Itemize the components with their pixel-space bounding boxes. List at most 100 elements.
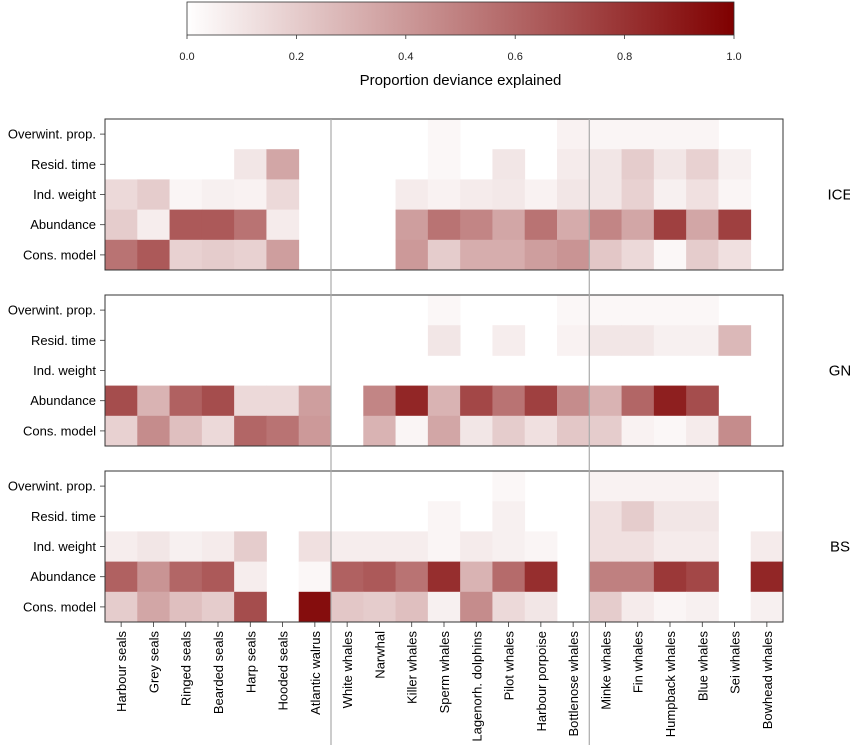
y-tick-label: Ind. weight xyxy=(33,539,96,554)
heatmap-cell xyxy=(686,149,719,180)
heatmap-cell xyxy=(621,295,655,326)
species-label: Atlantic walrus xyxy=(308,631,323,715)
heatmap-cell xyxy=(653,501,687,532)
heatmap-cell xyxy=(331,561,364,593)
heatmap-cell xyxy=(460,385,493,417)
heatmap-cell xyxy=(137,239,170,271)
colorbar-tick-label: 0.6 xyxy=(508,51,523,63)
heatmap-cell xyxy=(137,179,170,210)
heatmap-cell xyxy=(653,531,687,562)
species-label: Ringed seals xyxy=(179,631,194,707)
heatmap-cell xyxy=(524,531,558,562)
heatmap-cell xyxy=(363,385,396,417)
species-label: Fin whales xyxy=(631,631,646,694)
heatmap-cell xyxy=(298,561,332,593)
heatmap-cell xyxy=(234,149,267,180)
heatmap-cell xyxy=(137,209,170,241)
panel-gn: Overwint. prop. Resid. time Ind. weight Abu… xyxy=(8,294,850,447)
heatmap-cell xyxy=(169,531,203,562)
heatmap-cell xyxy=(427,119,461,150)
heatmap-cell xyxy=(266,209,300,241)
species-label: Killer whales xyxy=(405,631,420,704)
heatmap-cell xyxy=(395,591,429,623)
heatmap-cell xyxy=(589,325,622,356)
heatmap-cell xyxy=(653,239,687,271)
heatmap-cell xyxy=(686,239,719,271)
heatmap-cell xyxy=(621,415,655,447)
heatmap-cell xyxy=(653,209,687,241)
heatmap-cell xyxy=(621,471,655,502)
heatmap-cell xyxy=(395,561,429,593)
heatmap-cell xyxy=(105,209,138,241)
heatmap-cell xyxy=(686,119,719,150)
heatmap-cell xyxy=(718,325,752,356)
heatmap-cell xyxy=(234,531,267,562)
heatmap-cell xyxy=(363,591,396,623)
heatmap-cell xyxy=(557,239,590,271)
heatmap-cell xyxy=(492,385,526,417)
heatmap-cell xyxy=(686,415,719,447)
heatmap-cell xyxy=(460,561,493,593)
heatmap-cell xyxy=(169,561,203,593)
heatmap-cell xyxy=(621,149,655,180)
heatmap-cell xyxy=(105,561,138,593)
heatmap-cell xyxy=(557,415,590,447)
heatmap-cell xyxy=(266,415,300,447)
heatmap-cell xyxy=(686,531,719,562)
heatmap-cell xyxy=(524,179,558,210)
heatmap-cell xyxy=(234,385,267,417)
colorbar-tick-label: 0.2 xyxy=(289,51,304,63)
y-tick-label: Overwint. prop. xyxy=(8,479,96,494)
heatmap-cell xyxy=(169,179,203,210)
heatmap-cell xyxy=(557,209,590,241)
heatmap-cell xyxy=(234,561,267,593)
heatmap-cell xyxy=(524,591,558,623)
heatmap-cell xyxy=(492,415,526,447)
heatmap-cell xyxy=(718,209,752,241)
heatmap-cell xyxy=(234,239,267,271)
heatmap-cell xyxy=(686,501,719,532)
heatmap-cell xyxy=(266,179,300,210)
heatmap-cell xyxy=(492,179,526,210)
panel-ice: Overwint. prop. Resid. time Ind. weight Abu… xyxy=(8,118,850,271)
heatmap-cell xyxy=(331,531,364,562)
heatmap-cell xyxy=(718,149,752,180)
heatmap-cell xyxy=(492,209,526,241)
heatmap-cell xyxy=(750,591,784,623)
heatmap-cell xyxy=(137,561,170,593)
heatmap-cell xyxy=(524,209,558,241)
heatmap-cell xyxy=(557,149,590,180)
species-label: Grey seals xyxy=(146,631,161,694)
heatmap-cell xyxy=(234,179,267,210)
heatmap-cell xyxy=(653,295,687,326)
heatmap-cell xyxy=(427,561,461,593)
heatmap-cell xyxy=(492,561,526,593)
heatmap-cell xyxy=(653,591,687,623)
heatmap-cell xyxy=(169,591,203,623)
heatmap-cell xyxy=(169,209,203,241)
heatmap-cell xyxy=(169,239,203,271)
panel-region-label: BS xyxy=(830,539,850,556)
heatmap-cell xyxy=(653,471,687,502)
species-label: Bearded seals xyxy=(211,631,226,715)
heatmap-cell xyxy=(621,501,655,532)
heatmap-cell xyxy=(653,385,687,417)
heatmap-cell xyxy=(201,561,235,593)
heatmap-cell xyxy=(395,209,429,241)
y-tick-label: Overwint. prop. xyxy=(8,127,96,142)
heatmap-cell xyxy=(492,149,526,180)
heatmap-cell xyxy=(105,385,138,417)
heatmap-cell xyxy=(395,385,429,417)
species-label: Harp seals xyxy=(243,631,258,694)
colorbar-tick-label: 1.0 xyxy=(726,51,741,63)
heatmap-cell xyxy=(492,531,526,562)
heatmap-cell xyxy=(427,239,461,271)
species-label: Harbour seals xyxy=(114,631,129,712)
y-tick-label: Cons. model xyxy=(23,599,96,614)
heatmap-cell xyxy=(492,325,526,356)
heatmap-cell xyxy=(492,591,526,623)
heatmap-cell xyxy=(621,325,655,356)
heatmap-cell xyxy=(524,561,558,593)
y-tick-label: Abundance xyxy=(30,217,96,232)
panel-bs: Overwint. prop. Resid. time Ind. weight Abu… xyxy=(8,470,850,623)
